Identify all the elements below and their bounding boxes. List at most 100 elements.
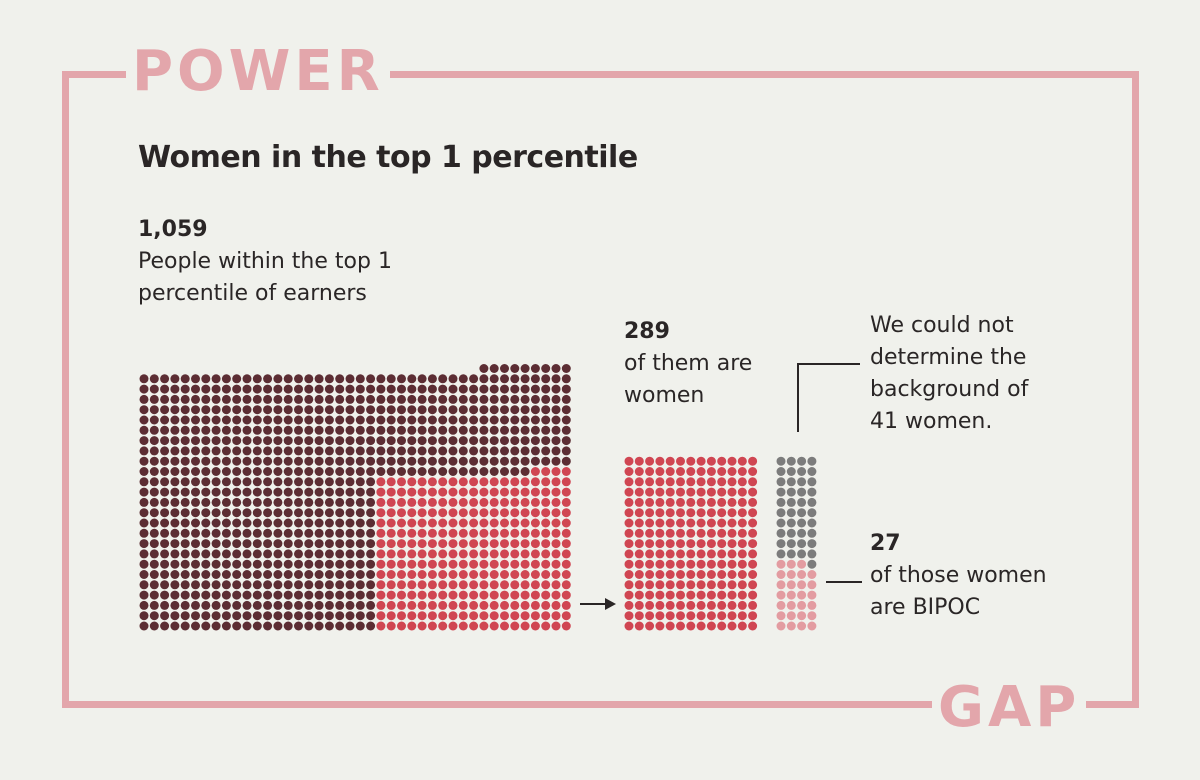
dot-woman [386, 580, 396, 590]
dot-man [314, 580, 324, 590]
dot-man [324, 477, 334, 487]
dot-man [232, 487, 242, 497]
dot-unknown [776, 528, 786, 538]
dot-man [510, 374, 520, 384]
total-line-1: People within the top 1 [138, 249, 392, 274]
dot-man [345, 600, 355, 610]
dot-woman [510, 528, 520, 538]
dot-man [314, 528, 324, 538]
dot-woman [510, 497, 520, 507]
dot-man [283, 415, 293, 425]
dot-man [314, 590, 324, 600]
dot-woman-known [748, 549, 758, 559]
dot-man [139, 436, 149, 446]
dot-man [335, 528, 345, 538]
dot-man [273, 487, 283, 497]
dot-unknown [786, 487, 796, 497]
dot-unknown [786, 456, 796, 466]
dot-woman-known [634, 549, 644, 559]
dot-man [221, 456, 231, 466]
dot-man [191, 384, 200, 394]
dot-man [252, 570, 262, 579]
dot-man [386, 425, 396, 435]
dot-woman [397, 590, 406, 600]
dot-man [191, 539, 200, 549]
dot-man [273, 456, 283, 466]
dot-man [294, 590, 303, 600]
dot-man [324, 394, 334, 404]
dot-woman-known [634, 508, 644, 518]
dot-man [242, 539, 252, 549]
dot-man [180, 436, 190, 446]
dot-man [335, 384, 345, 394]
dot-man [191, 425, 200, 435]
dot-man [139, 446, 149, 456]
dot-woman-known [676, 580, 685, 590]
dot-woman-known [696, 497, 706, 507]
dot-woman-known [655, 497, 665, 507]
dot-woman [469, 611, 479, 621]
dot-man [541, 374, 551, 384]
dot-woman-known [686, 611, 696, 621]
dot-unknown [776, 477, 786, 487]
dot-woman [417, 497, 427, 507]
dot-woman-known [645, 539, 655, 549]
dot-man [386, 415, 396, 425]
dot-man [232, 590, 242, 600]
dot-man [335, 518, 345, 528]
dot-man [180, 467, 190, 476]
dot-woman [561, 600, 571, 610]
dot-woman [427, 477, 437, 487]
dot-unknown [776, 497, 786, 507]
dot-man [149, 497, 159, 507]
dot-woman [376, 508, 386, 518]
dot-woman [479, 497, 489, 507]
dot-man [397, 374, 406, 384]
dot-man [201, 467, 211, 476]
dot-woman [376, 549, 386, 559]
dot-woman-known [624, 621, 634, 631]
dot-man [324, 559, 334, 569]
dot-bipoc [797, 590, 807, 600]
dot-bipoc [776, 590, 786, 600]
dot-man [561, 394, 571, 404]
dot-woman [530, 590, 540, 600]
dot-man [500, 384, 509, 394]
dot-man [324, 528, 334, 538]
dot-woman-known [634, 611, 644, 621]
dot-man [160, 394, 170, 404]
dot-man [221, 539, 231, 549]
dot-man [273, 518, 283, 528]
dot-man [170, 600, 180, 610]
dot-woman [469, 559, 479, 569]
dot-man [366, 467, 376, 476]
dot-bipoc [776, 611, 786, 621]
chart-title: Women in the top 1 percentile [138, 140, 638, 175]
dot-bipoc [786, 600, 796, 610]
dot-man [458, 425, 468, 435]
dot-man [530, 405, 540, 415]
dot-man [242, 580, 252, 590]
dot-woman [510, 508, 520, 518]
dot-man [201, 600, 211, 610]
dot-man [211, 405, 221, 415]
total-number: 1,059 [138, 217, 208, 242]
dot-woman-known [737, 590, 747, 600]
dot-man [252, 456, 262, 466]
dot-man [252, 415, 262, 425]
dot-man [139, 590, 149, 600]
dot-woman [427, 559, 437, 569]
dot-man [273, 570, 283, 579]
dot-woman-known [634, 518, 644, 528]
dot-man [345, 570, 355, 579]
dot-man [304, 394, 314, 404]
dot-woman-known [727, 590, 737, 600]
dot-woman-known [645, 590, 655, 600]
dot-man [397, 446, 406, 456]
dot-man [438, 415, 448, 425]
dot-woman-known [717, 518, 727, 528]
dot-woman-known [717, 497, 727, 507]
dot-man [201, 436, 211, 446]
dot-woman [407, 497, 417, 507]
dot-man [551, 405, 561, 415]
